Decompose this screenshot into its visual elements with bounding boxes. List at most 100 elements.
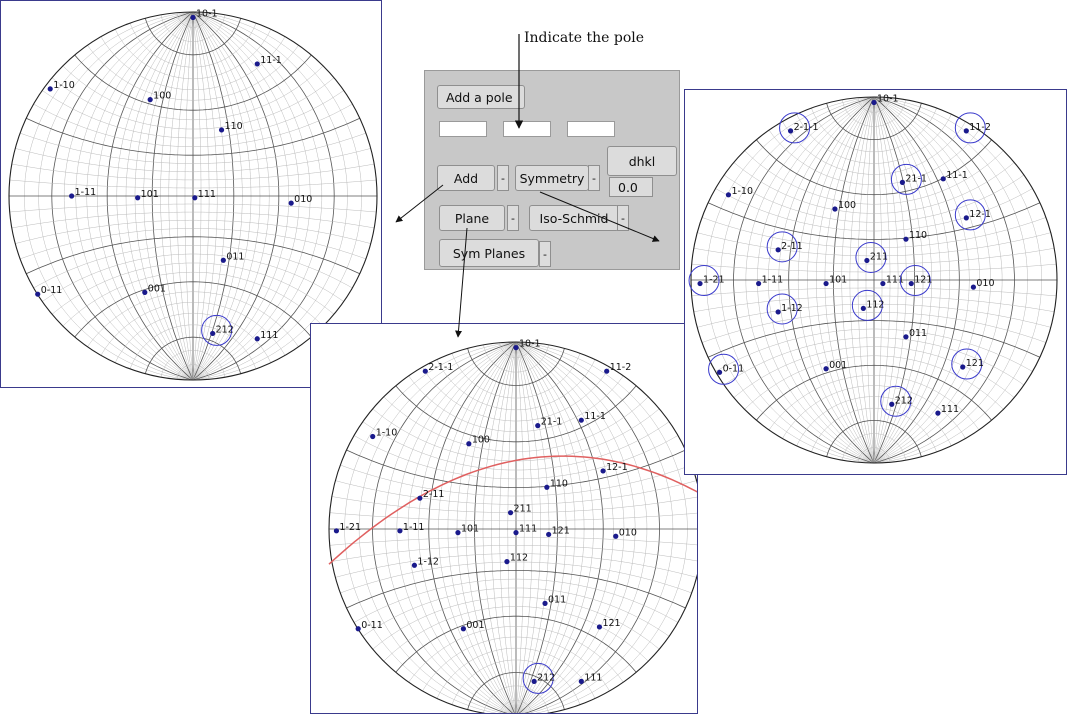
pole-marker xyxy=(355,626,361,632)
pole-marker xyxy=(864,257,870,264)
pole-label: 111 xyxy=(519,524,537,535)
stereographic-projection-initial: 10-1 11-1 1-10 100 110 1-11 101 111 010 011 0-11 00… xyxy=(0,0,382,388)
primitive-circle xyxy=(690,96,1058,464)
plane-trace xyxy=(328,455,697,565)
pole-label: 112 xyxy=(866,299,884,310)
pole-marker xyxy=(775,247,781,253)
wulff-net-grid xyxy=(9,12,377,380)
pole-marker xyxy=(460,626,466,632)
pole-label: 100 xyxy=(153,91,171,102)
pole-label: 001 xyxy=(148,283,166,294)
pole-marker xyxy=(963,215,969,221)
pole-marker xyxy=(466,441,472,447)
stereographic-projection-plane: 10-1 2-1-1 11-2 21-1 11-1 1-10 100 12-1 110 2-11 2… xyxy=(310,323,698,714)
pole-marker xyxy=(135,195,141,201)
plane-dropdown[interactable]: - xyxy=(507,205,519,231)
pole-marker xyxy=(35,291,41,297)
pole-marker xyxy=(832,206,838,212)
pole-marker xyxy=(288,200,294,206)
add-pole-button[interactable]: Add a pole xyxy=(437,85,525,109)
pole-label: 0-11 xyxy=(361,620,383,631)
pole-marker xyxy=(880,280,886,287)
iso-schmid-dropdown[interactable]: - xyxy=(617,205,629,231)
sym-planes-button[interactable]: Sym Planes xyxy=(439,239,539,267)
pole-label: 111 xyxy=(886,275,904,286)
iso-schmid-button[interactable]: Iso-Schmid xyxy=(529,205,619,231)
dhkl-value-field[interactable]: 0.0 xyxy=(609,177,653,197)
pole-h-input[interactable] xyxy=(439,121,487,137)
pole-label: 121 xyxy=(914,275,932,286)
symmetry-circle xyxy=(851,289,883,321)
symmetry-circle xyxy=(688,265,720,297)
pole-label: 1-10 xyxy=(53,80,75,91)
pole-label: 1-12 xyxy=(781,303,803,314)
plane-button[interactable]: Plane xyxy=(439,205,505,231)
pole-marker xyxy=(871,99,877,106)
pole-marker xyxy=(504,559,510,565)
pole-marker xyxy=(903,334,909,340)
pole-label: 2-1-1 xyxy=(428,362,453,373)
symmetry-circle xyxy=(855,241,887,273)
pole-label: 111 xyxy=(941,404,959,415)
dhkl-button[interactable]: dhkl xyxy=(607,146,677,176)
pole-label: 11-2 xyxy=(969,122,991,133)
pole-marker xyxy=(787,128,794,134)
pole-label: 121 xyxy=(552,525,570,536)
symmetry-circle xyxy=(954,199,986,231)
sym-planes-dropdown[interactable]: - xyxy=(539,241,551,267)
pole-label: 212 xyxy=(537,672,555,683)
pole-marker xyxy=(455,530,461,536)
primitive-circle xyxy=(328,341,697,713)
indicate-pole-caption: Indicate the pole xyxy=(524,30,645,46)
pole-marker xyxy=(535,423,541,429)
pole-marker xyxy=(908,280,914,287)
pole-label: 212 xyxy=(895,395,913,406)
pole-label: 011 xyxy=(226,251,244,262)
wulff-net-right[interactable]: 10-1 2-1-1 11-2 21-1 11-1 1-10 100 12-1 110 2-11 2… xyxy=(685,90,1067,475)
symmetry-circle xyxy=(899,265,931,297)
pole-label: 10-1 xyxy=(877,93,899,104)
primitive-circle xyxy=(8,11,378,381)
add-dropdown[interactable]: - xyxy=(497,165,509,191)
pole-label: 1-10 xyxy=(731,186,753,197)
pole-l-input[interactable] xyxy=(567,121,615,137)
symmetry-circle xyxy=(954,112,986,144)
pole-marker xyxy=(578,417,584,423)
wulff-net-bottom[interactable]: 10-1 2-1-1 11-2 21-1 11-1 1-10 100 12-1 110 2-11 2… xyxy=(311,324,698,714)
pole-marker xyxy=(860,305,866,312)
pole-label: 1-10 xyxy=(376,427,398,438)
pole-marker xyxy=(192,195,198,201)
symmetry-dropdown[interactable]: - xyxy=(588,165,600,191)
pole-marker xyxy=(578,678,584,684)
pole-label: 10-1 xyxy=(196,9,218,20)
pole-label: 12-1 xyxy=(606,462,628,473)
wulff-net-left[interactable]: 10-1 11-1 1-10 100 110 1-11 101 111 010 011 0-11 00… xyxy=(1,1,382,388)
add-button[interactable]: Add xyxy=(437,165,495,191)
pole-marker xyxy=(507,510,514,516)
symmetry-circle xyxy=(766,293,798,325)
pole-marker xyxy=(697,280,703,287)
pole-marker xyxy=(596,624,603,630)
pole-label: 0-11 xyxy=(723,363,745,374)
pole-label: 101 xyxy=(141,189,159,200)
pole-label: 100 xyxy=(838,200,856,211)
symmetry-button[interactable]: Symmetry xyxy=(515,165,589,191)
pole-marker xyxy=(254,336,260,342)
symmetry-circle xyxy=(890,163,922,195)
wulff-net-grid xyxy=(691,97,1057,463)
pole-marker xyxy=(613,533,619,539)
pole-label: 121 xyxy=(966,358,984,369)
pole-marker xyxy=(889,401,895,407)
pole-marker xyxy=(903,236,909,242)
symmetry-circle xyxy=(951,348,983,380)
symmetry-circle xyxy=(766,231,798,263)
pole-k-input[interactable] xyxy=(503,121,551,137)
pole-label: 2-1-1 xyxy=(794,122,819,133)
pole-marker xyxy=(397,528,403,534)
pole-label: 100 xyxy=(472,435,490,446)
pole-label: 001 xyxy=(466,620,484,631)
pole-marker xyxy=(69,193,75,199)
pole-label: 0-11 xyxy=(41,285,63,296)
pole-marker xyxy=(218,127,225,133)
pole-label: 101 xyxy=(461,524,479,535)
